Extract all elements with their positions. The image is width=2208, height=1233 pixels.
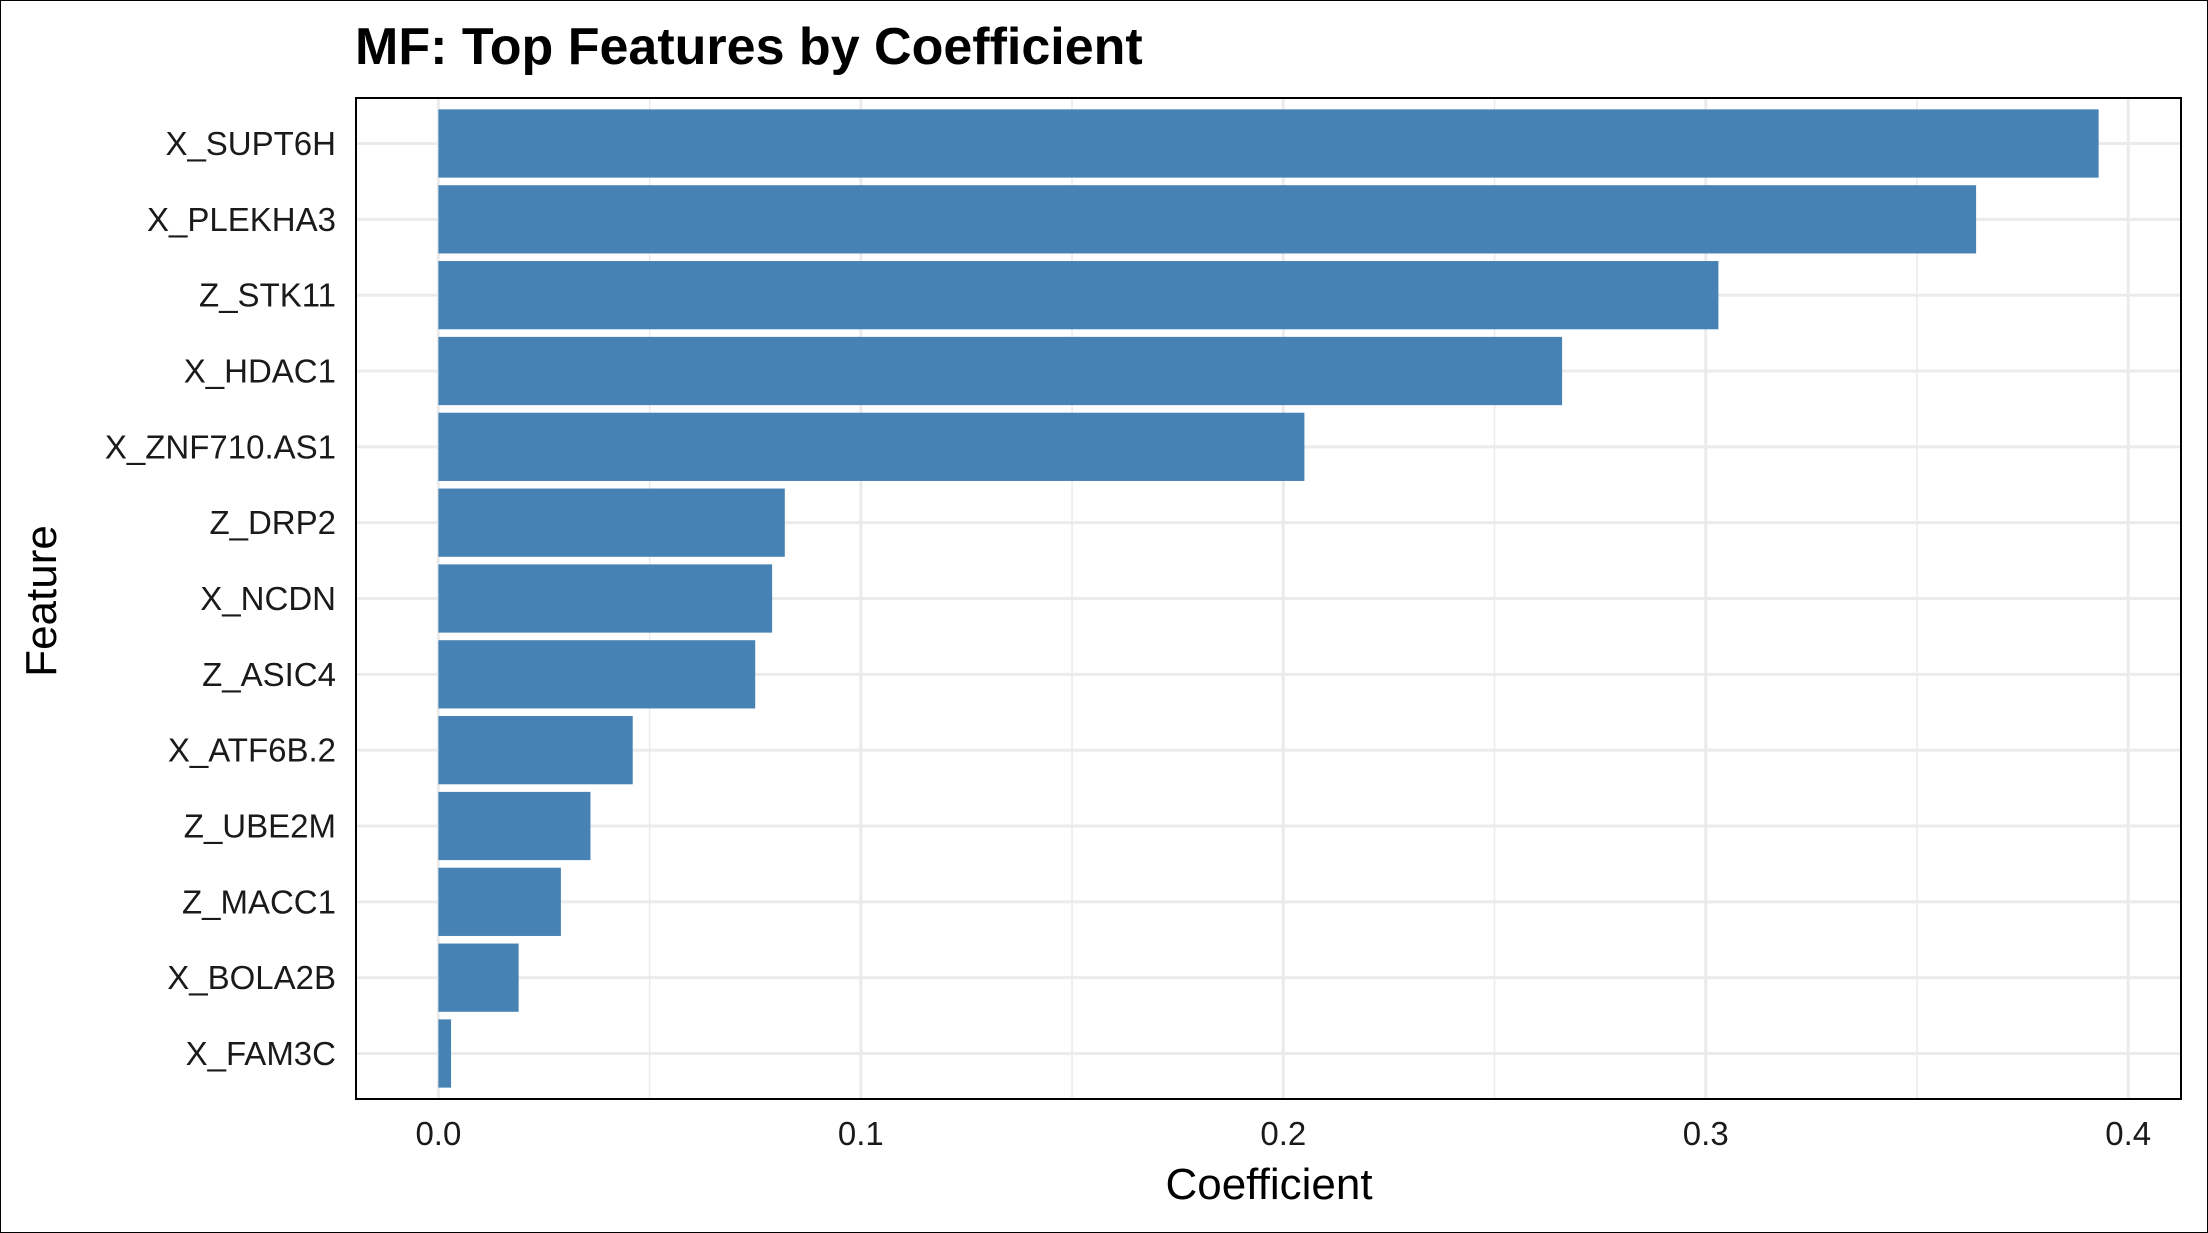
x-tick-label: 0.3 xyxy=(1683,1115,1729,1152)
bar-x-fam3c xyxy=(438,1019,452,1088)
y-tick-label: X_HDAC1 xyxy=(184,353,336,390)
bar-x-bola2b xyxy=(438,943,519,1012)
chart-title: MF: Top Features by Coefficient xyxy=(355,18,1143,76)
bar-z-macc1 xyxy=(438,867,561,936)
x-tick-label: 0.2 xyxy=(1260,1115,1306,1152)
x-tick-label: 0.0 xyxy=(415,1115,461,1152)
y-axis-title: Feature xyxy=(17,525,66,677)
x-tick-label: 0.1 xyxy=(838,1115,884,1152)
bar-x-znf710-as1 xyxy=(438,412,1305,481)
y-tick-label: X_ZNF710.AS1 xyxy=(105,428,336,465)
y-tick-label: X_FAM3C xyxy=(186,1035,336,1072)
panel-border xyxy=(355,97,2182,1100)
bar-z-drp2 xyxy=(438,488,785,557)
bar-x-plekha3 xyxy=(438,185,1977,254)
bar-x-atf6b-2 xyxy=(438,716,633,785)
y-tick-label: X_NCDN xyxy=(200,580,336,617)
y-tick-label: X_ATF6B.2 xyxy=(168,732,336,769)
bar-z-ube2m xyxy=(438,791,591,861)
y-tick-label: X_SUPT6H xyxy=(165,125,336,162)
x-axis-title: Coefficient xyxy=(1165,1160,1372,1209)
bar-x-hdac1 xyxy=(438,336,1563,406)
x-tick-label: 0.4 xyxy=(2105,1115,2151,1152)
y-tick-label: Z_MACC1 xyxy=(182,883,336,920)
y-tick-label: Z_UBE2M xyxy=(184,808,336,845)
y-tick-label: X_PLEKHA3 xyxy=(147,201,336,238)
bar-z-asic4 xyxy=(438,640,756,709)
x-axis-tick-labels: 0.0 0.1 0.2 0.3 0.4 xyxy=(415,1115,2151,1152)
bar-x-supt6h xyxy=(438,109,2099,178)
y-axis-tick-labels: X_SUPT6H X_PLEKHA3 Z_STK11 X_HDAC1 X_ZNF710.… xyxy=(105,125,336,1072)
y-tick-label: X_BOLA2B xyxy=(167,959,336,996)
y-tick-label: Z_ASIC4 xyxy=(202,656,336,693)
y-tick-label: Z_STK11 xyxy=(199,277,336,314)
y-tick-label: Z_DRP2 xyxy=(209,504,336,541)
bar-z-stk11 xyxy=(438,261,1719,330)
bar-x-ncdn xyxy=(438,564,773,633)
bars xyxy=(438,109,2099,1088)
